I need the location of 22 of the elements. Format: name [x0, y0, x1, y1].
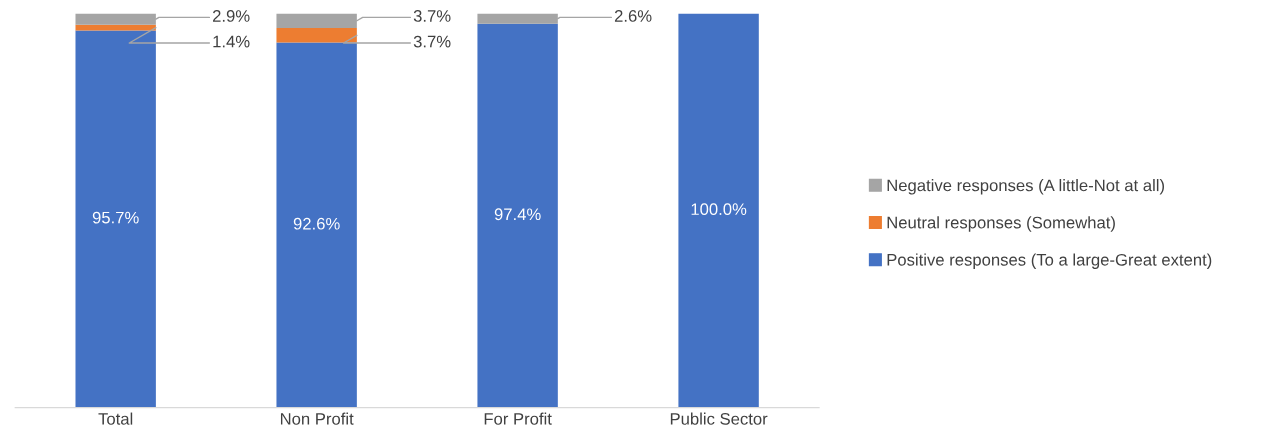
data-label: 92.6% [293, 217, 340, 230]
data-label: 3.7% [413, 10, 451, 22]
data-label: 97.4% [494, 208, 541, 221]
legend-label: Positive responses (To a large-Great extent) [887, 253, 1212, 269]
x-tick-label: Public Sector [670, 412, 768, 425]
data-label: 2.9% [212, 10, 250, 22]
data-label: 95.7% [92, 211, 139, 224]
data-label: 2.6% [614, 10, 652, 22]
bar [678, 13, 759, 408]
bar [276, 42, 357, 408]
bar [276, 28, 357, 43]
data-label: 100.0% [691, 203, 747, 216]
x-tick-label: Total [98, 412, 133, 425]
data-label: 1.4% [213, 35, 250, 48]
bar [75, 24, 156, 31]
x-tick-label: For Profit [484, 412, 552, 425]
x-tick-label: Non Profit [280, 412, 354, 425]
legend-label: Neutral responses (Somewhat) [887, 216, 1115, 232]
legend-label: Negative responses (A little-Not at all) [887, 179, 1165, 195]
bar [477, 23, 558, 408]
bar [75, 30, 156, 408]
data-label: 3.7% [413, 35, 451, 48]
